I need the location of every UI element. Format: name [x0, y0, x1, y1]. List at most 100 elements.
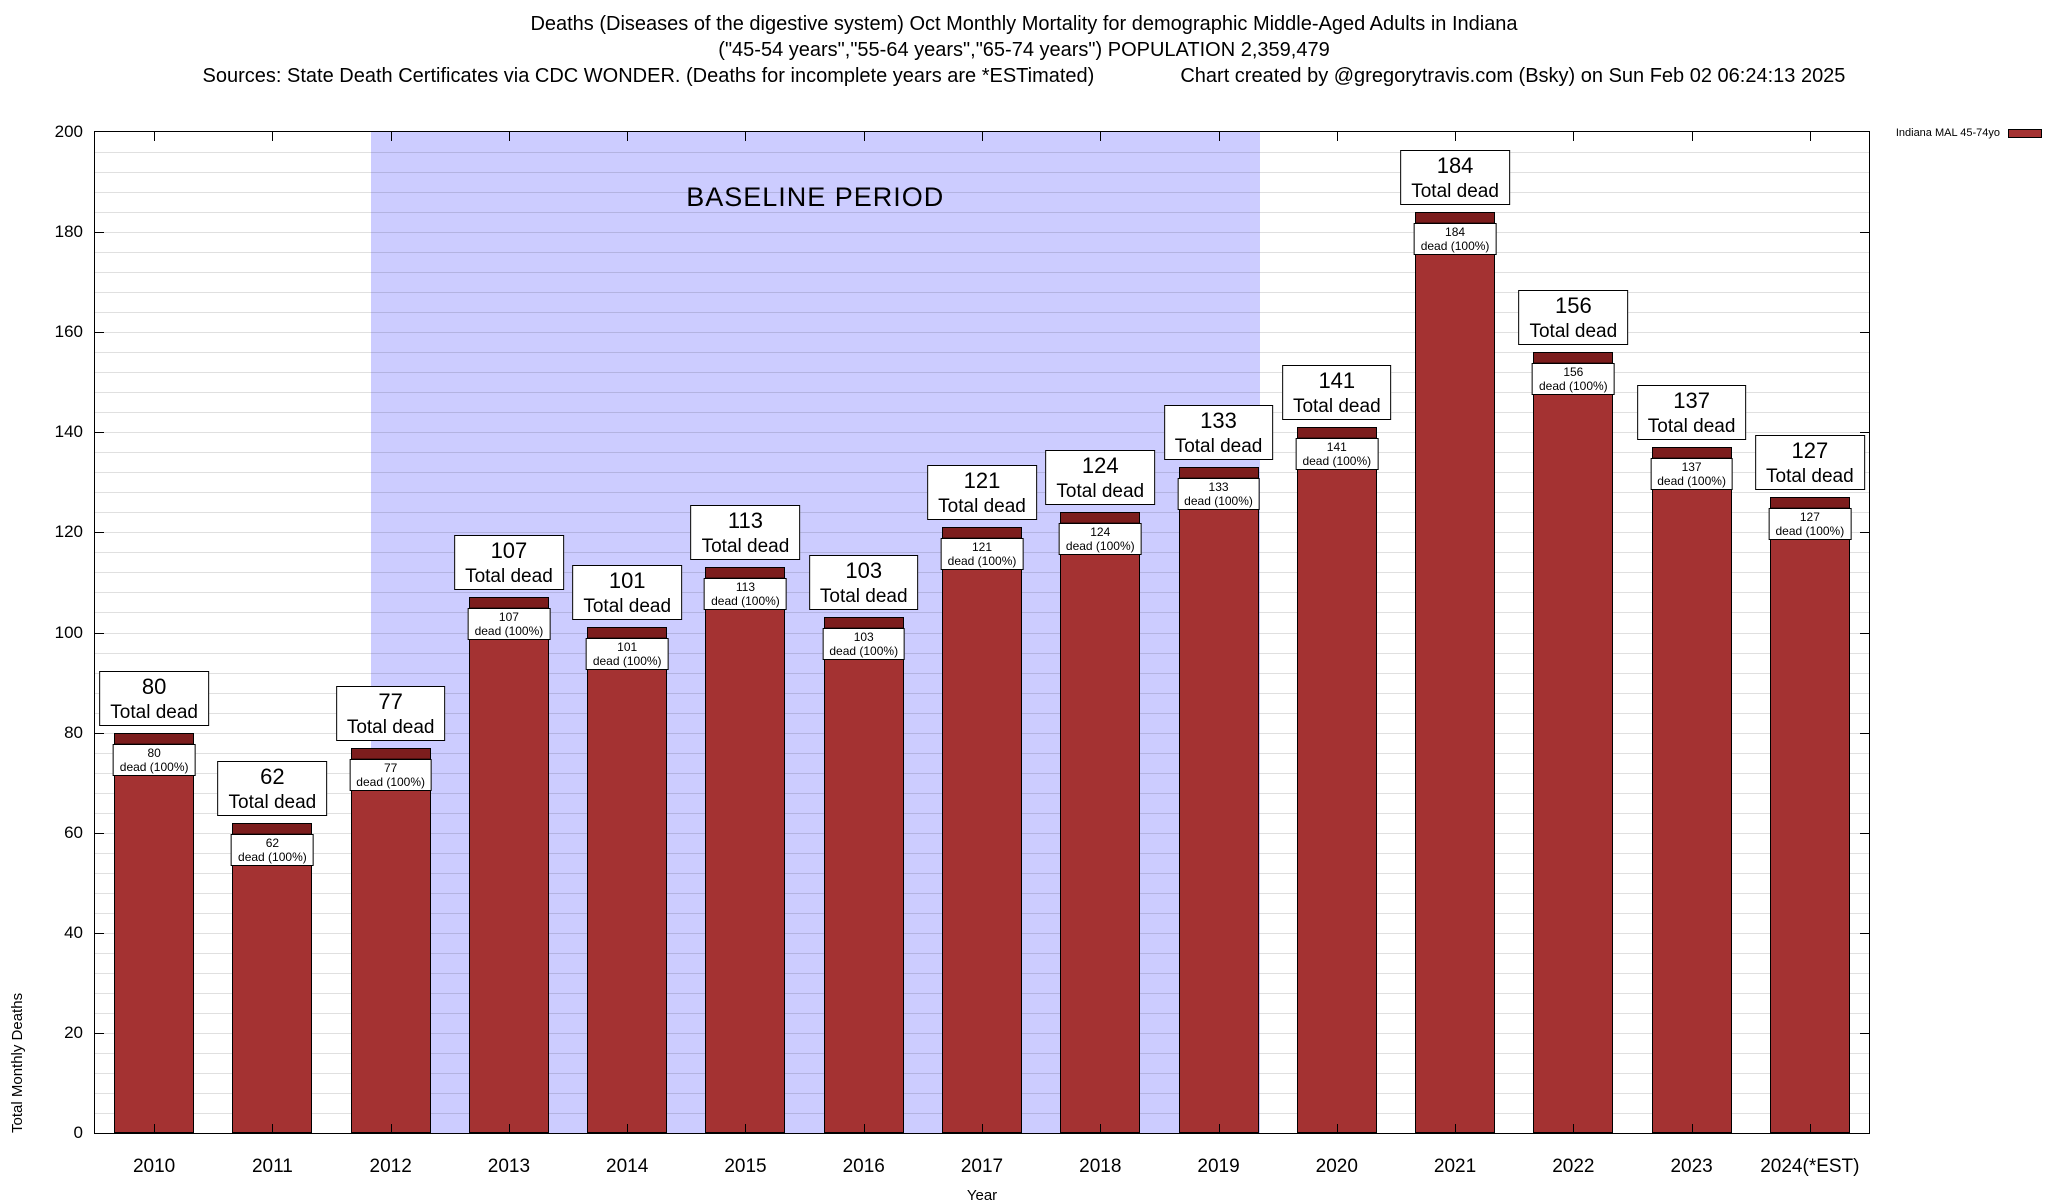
x-tick	[1809, 1124, 1811, 1133]
bar-callout: 124 Total dead	[1045, 450, 1156, 506]
gridline	[95, 232, 1869, 234]
gridline	[95, 372, 1869, 374]
bar-callout-text: Total dead	[1174, 436, 1263, 458]
bar-inner-text: dead (100%)	[238, 849, 307, 864]
x-tick	[627, 1124, 629, 1133]
y-tick-label: 120	[54, 522, 83, 542]
x-tick	[627, 132, 629, 141]
bar-inner-label: 80 dead (100%)	[112, 743, 196, 776]
x-tick-label: 2013	[487, 1156, 531, 1177]
bar-inner-label: 127 dead (100%)	[1768, 508, 1852, 541]
bar-inner-value: 77	[383, 760, 398, 775]
gridline	[95, 412, 1869, 414]
bar-inner-text: dead (100%)	[474, 624, 544, 639]
x-tick	[1809, 132, 1811, 141]
bar-inner-text: dead (100%)	[947, 554, 1017, 569]
bar	[1533, 352, 1614, 1133]
bar-callout: 121 Total dead	[927, 465, 1037, 521]
chart-title: Deaths (Diseases of the digestive system…	[530, 13, 1518, 35]
chart-meta-row: Sources: State Death Certificates via CD…	[0, 63, 2048, 89]
y-tick	[95, 332, 104, 334]
x-tick	[154, 132, 156, 141]
chart-subtitle: ("45-54 years","55-64 years","65-74 year…	[718, 39, 1330, 61]
x-tick-label: 2020	[1315, 1156, 1358, 1177]
bar-callout-text: Total dead	[1411, 181, 1499, 203]
bar	[232, 822, 313, 1133]
bar-callout-text: Total dead	[1056, 481, 1145, 503]
plot-area: 80 Total dead 80 dead (100%) 62 Total dead 62 d…	[9, 122, 1870, 1200]
bar-callout-text: Total dead	[819, 586, 908, 608]
baseline-period-label: BASELINE PERIOD	[686, 182, 945, 212]
x-tick	[1691, 132, 1693, 141]
x-axis-title: Year	[966, 1187, 998, 1200]
bar-callout-text: Total dead	[465, 566, 553, 588]
bar-cap	[351, 748, 430, 759]
bar-callout-value: 62	[260, 763, 285, 789]
y-tick-label: 100	[54, 622, 83, 642]
bar-inner-label: 133 dead (100%)	[1177, 478, 1260, 511]
bar-callout-text: Total dead	[346, 716, 435, 738]
bar-callout-text: Total dead	[938, 496, 1026, 518]
y-tick	[95, 932, 104, 934]
bar	[1060, 512, 1141, 1133]
bar-callout: 156 Total dead	[1518, 290, 1629, 346]
bars-layer: 80 Total dead 80 dead (100%) 62 Total dead 62 d…	[95, 132, 1869, 1133]
bar-callout-value: 113	[727, 508, 763, 534]
bar-cap	[1416, 213, 1495, 224]
bar-cap	[233, 823, 312, 834]
y-axis-title: Total Monthly Deaths	[9, 992, 26, 1133]
bar-inner-label: 107 dead (100%)	[467, 608, 551, 641]
y-tick	[1860, 632, 1869, 634]
y-tick	[1860, 732, 1869, 734]
bar-callout-text: Total dead	[701, 536, 790, 558]
bar-callout-value: 184	[1436, 153, 1474, 179]
bar-inner-label: 121 dead (100%)	[940, 538, 1024, 571]
bar	[468, 597, 549, 1133]
x-tick	[154, 1124, 156, 1133]
x-tick-label: 2022	[1552, 1156, 1595, 1177]
bar	[350, 747, 431, 1133]
bar-callout: 137 Total dead	[1636, 385, 1747, 441]
axis-ticks	[95, 132, 1869, 1133]
gridline	[95, 332, 1869, 334]
bar-cap	[1534, 353, 1613, 364]
gridline	[95, 272, 1869, 274]
legend: Indiana MAL 45-74yo	[1896, 127, 2042, 139]
y-tick-label: 80	[64, 722, 83, 742]
x-axis-labels: 2010 2011 2012 2013 2014 2015 2016 2017 2018 2019…	[95, 132, 1869, 1177]
bar-callout-value: 156	[1554, 293, 1592, 319]
y-tick-label: 200	[54, 122, 83, 141]
chart-header: Deaths (Diseases of the digestive system…	[0, 11, 2048, 89]
x-tick-label: 2024(*EST)	[1760, 1156, 1860, 1177]
bar	[114, 732, 195, 1133]
bar-callout-value: 124	[1081, 453, 1119, 479]
bar-inner-label: 184 dead (100%)	[1413, 223, 1497, 256]
x-tick-label: 2016	[842, 1156, 885, 1177]
bar-cap	[1179, 468, 1258, 479]
x-tick-label: 2019	[1197, 1156, 1240, 1177]
y-tick	[95, 432, 104, 434]
y-tick-label: 180	[54, 222, 83, 242]
x-tick-label: 2015	[724, 1156, 767, 1177]
bar-callout-value: 101	[608, 568, 646, 594]
bar-inner-value: 101	[617, 640, 638, 655]
x-tick	[1336, 132, 1338, 141]
x-tick	[982, 132, 983, 141]
gridline	[95, 292, 1869, 294]
bar-inner-text: dead (100%)	[356, 774, 426, 789]
bar-callout-value: 141	[1318, 368, 1356, 394]
bar-inner-value: 137	[1681, 460, 1702, 475]
bar-callout-text: Total dead	[1766, 466, 1854, 488]
x-tick-label: 2017	[960, 1156, 1004, 1177]
x-tick	[1336, 1124, 1338, 1133]
bar-callout: 107 Total dead	[454, 535, 564, 591]
y-tick	[95, 1032, 104, 1034]
x-tick	[982, 1124, 983, 1133]
gridline	[95, 312, 1869, 314]
x-tick	[745, 1124, 747, 1133]
bar-inner-label: 101 dead (100%)	[585, 638, 669, 671]
bar-inner-label: 141 dead (100%)	[1295, 438, 1379, 471]
y-tick	[1860, 1032, 1869, 1034]
bar	[587, 627, 668, 1133]
